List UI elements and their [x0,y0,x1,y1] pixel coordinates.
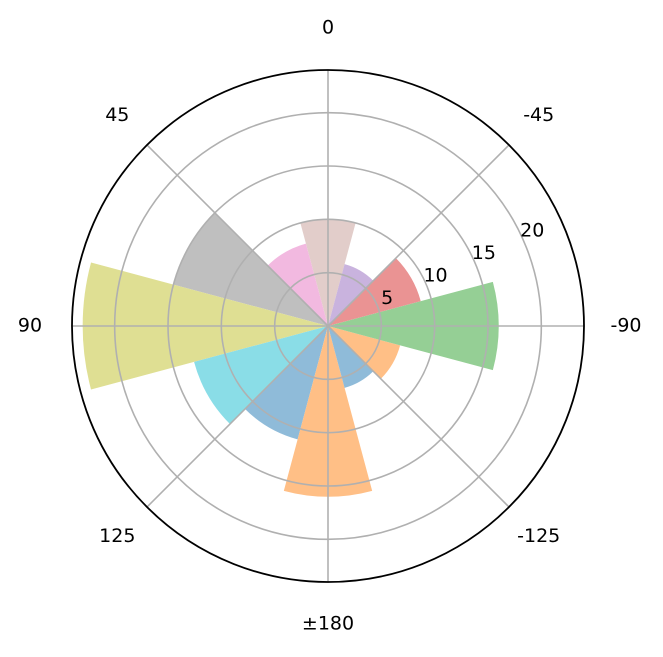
grid-line [146,144,329,327]
theta-tick-label: 0 [322,17,334,39]
bar [173,212,328,326]
bar [194,326,328,425]
theta-tick-label: -90 [610,315,641,337]
bar [328,258,421,326]
bar [328,326,374,388]
r-tick-label: 10 [423,264,447,286]
bar [328,264,374,326]
grid-line [327,144,510,327]
theta-tick-label: 45 [105,104,129,126]
bar [267,243,328,326]
bar [245,326,328,440]
theta-tick-label: ±180 [302,613,354,635]
grid-line [146,325,329,508]
outer-frame [71,69,585,583]
theta-tick-label: 90 [18,315,42,337]
r-tick-label: 5 [381,287,393,309]
theta-tick-label: -125 [517,525,560,547]
theta-tick-label: 125 [99,525,135,547]
r-tick-label: 20 [520,219,544,241]
grid-line [327,325,510,508]
r-tick-label: 15 [472,242,496,264]
bar [328,326,401,379]
theta-tick-label: -45 [523,104,554,126]
